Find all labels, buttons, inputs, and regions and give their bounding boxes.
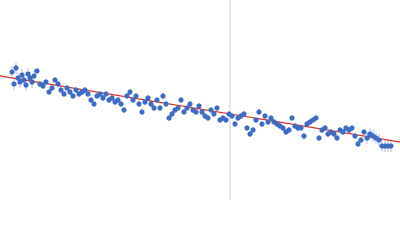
data-point: [301, 133, 307, 139]
data-point: [55, 81, 61, 87]
data-point: [136, 101, 142, 107]
data-point: [148, 101, 154, 107]
data-point: [166, 115, 172, 121]
data-point: [289, 115, 295, 121]
data-point: [154, 97, 160, 103]
data-point: [11, 81, 17, 87]
data-point: [355, 141, 361, 147]
data-point: [9, 69, 15, 75]
data-point: [175, 105, 181, 111]
data-point: [298, 125, 304, 131]
data-point: [250, 127, 256, 133]
data-point: [97, 91, 103, 97]
data-point: [82, 87, 88, 93]
data-point: [334, 135, 340, 141]
data-point: [322, 125, 328, 131]
data-point: [247, 131, 253, 137]
data-point: [17, 79, 23, 85]
data-point: [280, 125, 286, 131]
data-point: [157, 105, 163, 111]
data-point: [118, 101, 124, 107]
data-point: [187, 101, 193, 107]
data-point: [142, 99, 148, 105]
data-point: [205, 115, 211, 121]
data-point: [151, 105, 157, 111]
data-point: [352, 133, 358, 139]
data-point: [262, 113, 268, 119]
data-point: [259, 121, 265, 127]
data-point: [46, 89, 52, 95]
data-point: [208, 107, 214, 113]
data-point: [193, 109, 199, 115]
data-point: [124, 93, 130, 99]
data-point: [127, 89, 133, 95]
data-point: [121, 107, 127, 113]
data-point: [331, 131, 337, 137]
data-point: [253, 117, 259, 123]
data-point: [139, 109, 145, 115]
data-point: [115, 97, 121, 103]
data-point: [29, 79, 35, 85]
data-point: [31, 73, 37, 79]
data-point: [286, 127, 292, 133]
data-point: [15, 75, 21, 81]
data-point: [349, 125, 355, 131]
data-point: [100, 95, 106, 101]
chart: [0, 0, 400, 200]
data-point: [70, 93, 76, 99]
data-point: [40, 83, 46, 89]
data-point: [178, 97, 184, 103]
data-point: [256, 109, 262, 115]
data-point: [211, 111, 217, 117]
data-point: [358, 137, 364, 143]
data-point: [181, 109, 187, 115]
data-point: [268, 115, 274, 121]
data-point: [91, 101, 97, 107]
data-point: [61, 91, 67, 97]
data-point: [27, 75, 33, 81]
data-point: [232, 121, 238, 127]
data-point: [364, 135, 370, 141]
data-point: [25, 71, 31, 77]
data-point: [34, 68, 40, 74]
data-point: [244, 125, 250, 131]
data-point: [160, 93, 166, 99]
data-point: [196, 103, 202, 109]
data-point: [58, 87, 64, 93]
data-point: [184, 105, 190, 111]
data-point: [43, 79, 49, 85]
data-point: [169, 111, 175, 117]
data-point: [23, 82, 29, 88]
data-point: [163, 101, 169, 107]
data-point: [214, 105, 220, 111]
data-point: [21, 77, 27, 83]
data-point: [241, 111, 247, 117]
data-point: [67, 89, 73, 95]
data-point: [64, 85, 70, 91]
data-point: [199, 109, 205, 115]
data-point: [316, 135, 322, 141]
data-point: [340, 129, 346, 135]
data-point: [103, 91, 109, 97]
data-point: [265, 119, 271, 125]
data-point: [88, 97, 94, 103]
data-point: [133, 93, 139, 99]
data-point: [223, 117, 229, 123]
data-point: [85, 91, 91, 97]
data-point: [145, 95, 151, 101]
data-point: [376, 137, 382, 143]
data-point: [73, 87, 79, 93]
data-point: [229, 113, 235, 119]
data-point: [109, 95, 115, 101]
data-point: [19, 72, 25, 78]
data-point: [13, 65, 19, 71]
data-point: [49, 85, 55, 91]
data-point: [361, 129, 367, 135]
data-point: [388, 143, 394, 149]
data-point: [313, 115, 319, 121]
data-point: [52, 77, 58, 83]
data-point: [130, 97, 136, 103]
